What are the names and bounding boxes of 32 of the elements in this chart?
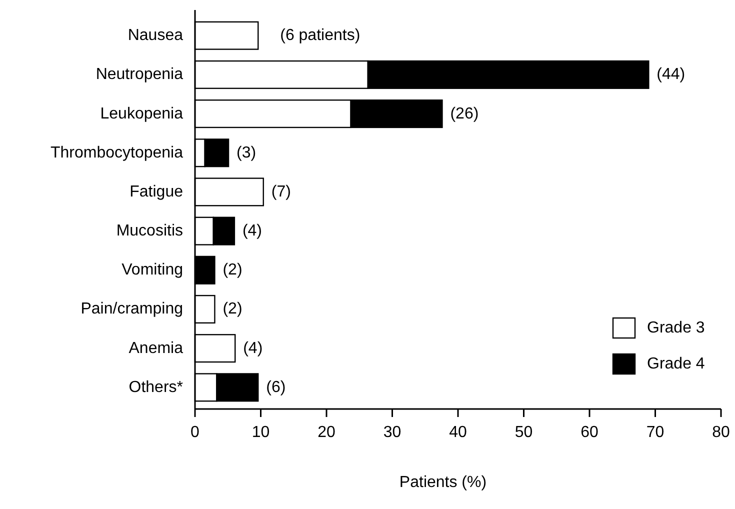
annotation: (3) — [236, 144, 256, 162]
annotation: (44) — [656, 66, 686, 84]
annotation: (2) — [222, 262, 242, 279]
annotation: (7) — [271, 183, 291, 200]
annotation: (4) — [242, 222, 262, 240]
y-tick-label: Leukopenia — [100, 105, 184, 122]
x-tick-label: 70 — [646, 424, 664, 441]
x-tick-label: 30 — [383, 424, 402, 441]
y-tick-label: Vomiting — [122, 262, 183, 279]
x-tick-label: 40 — [449, 424, 467, 441]
annotation: (2) — [222, 300, 242, 318]
y-tick-label: Others* — [128, 378, 183, 396]
annotation: (6) — [266, 378, 286, 396]
y-tick-label: Anemia — [128, 340, 184, 357]
x-axis-title: Patients (%) — [399, 474, 487, 491]
x-tick-label: 10 — [252, 424, 270, 441]
annotation: (4) — [243, 340, 263, 357]
legend-label: Grade 4 — [647, 356, 705, 372]
annotation: (6 patients) — [280, 27, 360, 44]
y-tick-label: Thrombocytopenia — [50, 144, 184, 162]
y-tick-label: Nausea — [128, 27, 184, 44]
legend-label: Grade 3 — [647, 320, 705, 336]
y-tick-label: Neutropenia — [96, 66, 184, 84]
x-tick-label: 60 — [580, 424, 598, 441]
x-tick-label: 0 — [190, 424, 200, 441]
x-tick-label: 20 — [318, 424, 336, 441]
annotation: (26) — [450, 105, 479, 122]
y-tick-label: Pain/cramping — [80, 300, 183, 318]
y-tick-label: Mucositis — [116, 222, 183, 240]
x-tick-label: 50 — [514, 424, 533, 441]
y-tick-label: Fatigue — [130, 183, 184, 200]
x-tick-label: 80 — [712, 424, 730, 441]
